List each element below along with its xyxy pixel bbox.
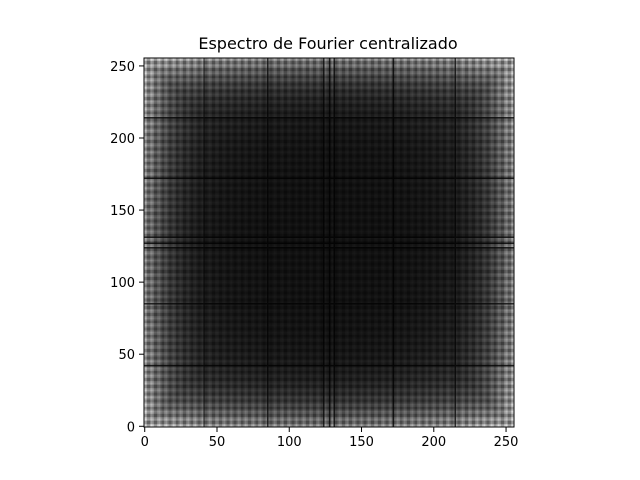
- y-tick-label: 0: [127, 420, 135, 435]
- y-axis: 0 50 100 150 200 250: [110, 60, 144, 435]
- y-tick-label: 50: [118, 348, 135, 363]
- x-tick-label: 100: [277, 435, 302, 450]
- x-tick-label: 150: [349, 435, 374, 450]
- x-tick-label: 250: [494, 435, 519, 450]
- x-tick-label: 50: [209, 435, 226, 450]
- axes-frame: [143, 57, 515, 428]
- y-tick-label: 200: [110, 132, 135, 147]
- y-tick-label: 100: [110, 276, 135, 291]
- x-tick-label: 0: [141, 435, 149, 450]
- x-axis: 0 50 100 150 200 250: [141, 427, 519, 450]
- y-tick-label: 150: [110, 204, 135, 219]
- chart-title: Espectro de Fourier centralizado: [198, 34, 457, 53]
- x-tick-label: 200: [421, 435, 446, 450]
- y-tick-label: 250: [110, 60, 135, 75]
- spectrum-image: [144, 58, 514, 427]
- spectrum-raster: [144, 58, 514, 427]
